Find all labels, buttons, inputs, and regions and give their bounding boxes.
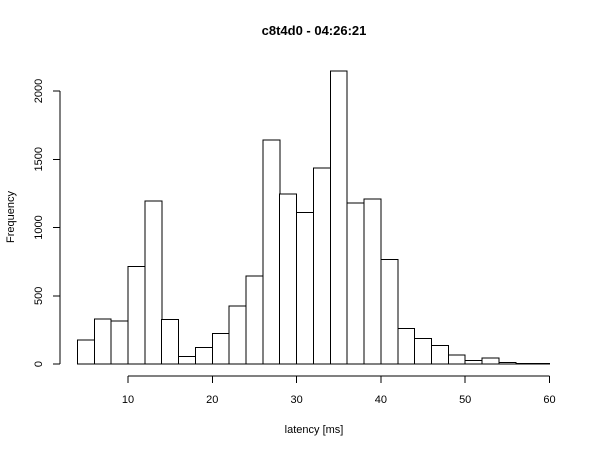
histogram-bar (245, 275, 264, 365)
histogram-bar (211, 332, 230, 365)
histogram-bar (414, 338, 433, 365)
bars-group (76, 70, 550, 365)
histogram-bar (498, 362, 517, 365)
x-axis: 10 20 30 40 50 60 (122, 375, 556, 406)
x-tick-label: 30 (290, 394, 302, 406)
histogram-bar (515, 362, 534, 365)
y-axis-label: Frequency (5, 191, 17, 243)
histogram-bar (464, 360, 483, 365)
histogram-bar (431, 345, 449, 365)
histogram-bar (110, 320, 129, 365)
histogram-bar (228, 305, 247, 365)
histogram-bar (262, 139, 281, 365)
x-tick-label: 20 (206, 394, 218, 406)
y-tick-label: 0 (33, 361, 45, 367)
histogram-bar (161, 319, 180, 365)
histogram-bar (178, 356, 197, 365)
y-axis: 0 500 1000 1500 2000 (33, 79, 61, 367)
histogram-bar (144, 200, 163, 365)
y-tick-label: 1000 (33, 215, 45, 239)
x-tick-label: 10 (122, 394, 134, 406)
histogram-bar (346, 202, 365, 365)
y-tick-label: 500 (33, 287, 45, 305)
histogram-bar (93, 318, 112, 365)
histogram-bar (481, 357, 500, 365)
chart-title: c8t4d0 - 04:26:21 (262, 23, 367, 38)
histogram-bar (279, 193, 298, 365)
histogram-bar (397, 328, 416, 365)
y-tick-label: 1500 (33, 147, 45, 171)
histogram-bar (127, 265, 146, 365)
x-axis-label: latency [ms] (285, 424, 344, 436)
x-tick-label: 60 (543, 394, 555, 406)
histogram-bar (329, 70, 348, 365)
histogram-bar (296, 212, 315, 365)
x-tick-label: 50 (459, 394, 471, 406)
histogram-bar (194, 347, 213, 365)
histogram-bar (532, 362, 550, 365)
histogram-bar (447, 354, 466, 365)
histogram-bar (76, 339, 95, 365)
histogram-bar (363, 198, 382, 365)
x-tick-label: 40 (375, 394, 387, 406)
y-tick-label: 2000 (33, 79, 45, 103)
histogram-bar (313, 167, 331, 365)
histogram-bar (380, 259, 399, 365)
